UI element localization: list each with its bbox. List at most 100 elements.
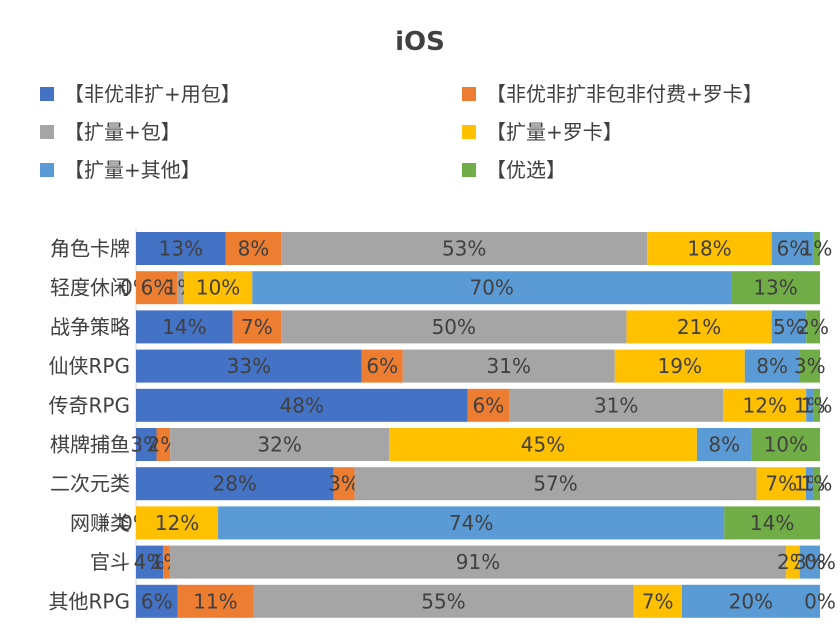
data-label: 70%: [469, 276, 513, 300]
bar-segment: [633, 584, 682, 618]
bar-segment: [799, 545, 820, 579]
bar-segment: [813, 388, 820, 422]
category-label: 传奇RPG: [49, 393, 130, 417]
data-label: 11%: [193, 589, 237, 613]
legend-swatch: [40, 163, 54, 177]
legend: 【非优非扩+用包】 【非优非扩非包非付费+罗卡】【扩量+包】 【扩量+罗卡】【扩量+…: [40, 82, 763, 182]
legend-swatch: [462, 125, 476, 139]
data-label: 6%: [366, 354, 398, 378]
bar-segment: [402, 349, 615, 383]
data-label: 7%: [765, 472, 797, 496]
legend-label: 【优选】: [486, 158, 566, 182]
bar-segment: [136, 428, 157, 461]
data-label: 2%: [797, 315, 829, 339]
legend-label: 【非优非扩+用包】: [64, 82, 241, 106]
data-label: 6%: [776, 237, 808, 261]
data-label: 3%: [794, 550, 826, 574]
bar-segment: [136, 506, 219, 540]
data-label: 5%: [773, 315, 805, 339]
data-label: 7%: [241, 315, 273, 339]
bar-segment: [799, 349, 820, 383]
bar-segment: [696, 428, 752, 461]
data-label: 1%: [801, 237, 833, 261]
data-label: 48%: [280, 393, 324, 417]
legend-label: 【扩量+包】: [64, 120, 181, 144]
data-label: 18%: [687, 237, 731, 261]
data-label: 1%: [794, 472, 826, 496]
bar-segment: [136, 388, 468, 422]
category-label: 其他RPG: [49, 589, 130, 613]
bar-segment: [467, 388, 510, 422]
bar-segment: [813, 232, 820, 265]
bar-segment: [724, 506, 820, 540]
data-label: 10%: [764, 433, 808, 457]
bar-segment: [281, 310, 627, 344]
category-label: 二次元类: [50, 472, 130, 496]
bar-segment: [614, 349, 745, 383]
data-label: 6%: [141, 589, 173, 613]
bar-segment: [647, 232, 772, 265]
data-label: 57%: [533, 472, 577, 496]
data-label: 33%: [227, 354, 271, 378]
data-label: 14%: [162, 315, 206, 339]
data-label: 3%: [794, 354, 826, 378]
data-label: 0%: [804, 550, 836, 574]
data-label: 21%: [677, 315, 721, 339]
bar-segment: [253, 584, 634, 618]
legend-label: 【非优非扩非包非付费+罗卡】: [486, 82, 763, 106]
legend-swatch: [462, 163, 476, 177]
data-label: 8%: [756, 354, 788, 378]
data-label: 20%: [729, 589, 773, 613]
bar-segment: [744, 349, 800, 383]
data-label: 6%: [472, 393, 504, 417]
bar-segment: [731, 271, 820, 305]
data-label: 8%: [708, 433, 740, 457]
data-label: 28%: [212, 472, 256, 496]
bar-segment: [771, 310, 807, 344]
bar-segment: [170, 428, 390, 461]
data-label: 10%: [196, 276, 240, 300]
data-label: 31%: [594, 393, 638, 417]
legend-swatch: [462, 87, 476, 101]
data-label: 12%: [155, 511, 199, 535]
data-label: 74%: [449, 511, 493, 535]
data-label: 45%: [521, 433, 565, 457]
category-label: 仙侠RPG: [49, 354, 130, 378]
bar-segment: [136, 584, 178, 618]
data-label: 53%: [442, 237, 486, 261]
data-label: 12%: [743, 393, 787, 417]
category-label: 官斗: [90, 550, 130, 574]
data-label: 7%: [642, 589, 674, 613]
bar-segment: [806, 310, 820, 344]
bar-segment: [183, 271, 253, 305]
bars: 13%8%53%18%6%1%0%6%1%10%70%13%14%7%50%21…: [120, 232, 836, 618]
bar-segment: [806, 388, 814, 422]
category-label: 角色卡牌: [50, 237, 130, 261]
data-label: 31%: [487, 354, 531, 378]
bar-segment: [136, 467, 334, 501]
bar-segment: [136, 545, 164, 579]
bar-segment: [786, 545, 800, 579]
data-label: 55%: [421, 589, 465, 613]
bar-segment: [333, 467, 355, 501]
bar-segment: [136, 349, 362, 383]
data-label: 19%: [658, 354, 702, 378]
data-label: 13%: [159, 237, 203, 261]
legend-swatch: [40, 87, 54, 101]
bar-segment: [756, 467, 806, 501]
bar-segment: [389, 428, 697, 461]
bar-segment: [177, 271, 184, 305]
data-label: 1%: [801, 393, 833, 417]
data-label: 14%: [750, 511, 794, 535]
bar-segment: [812, 467, 820, 501]
data-label: 91%: [456, 550, 500, 574]
bar-segment: [681, 584, 820, 618]
data-label: 8%: [238, 237, 270, 261]
data-label: 4%: [134, 550, 166, 574]
data-label: 13%: [753, 276, 797, 300]
bar-segment: [805, 467, 813, 501]
data-label: 1%: [794, 393, 826, 417]
bar-segment: [252, 271, 732, 305]
